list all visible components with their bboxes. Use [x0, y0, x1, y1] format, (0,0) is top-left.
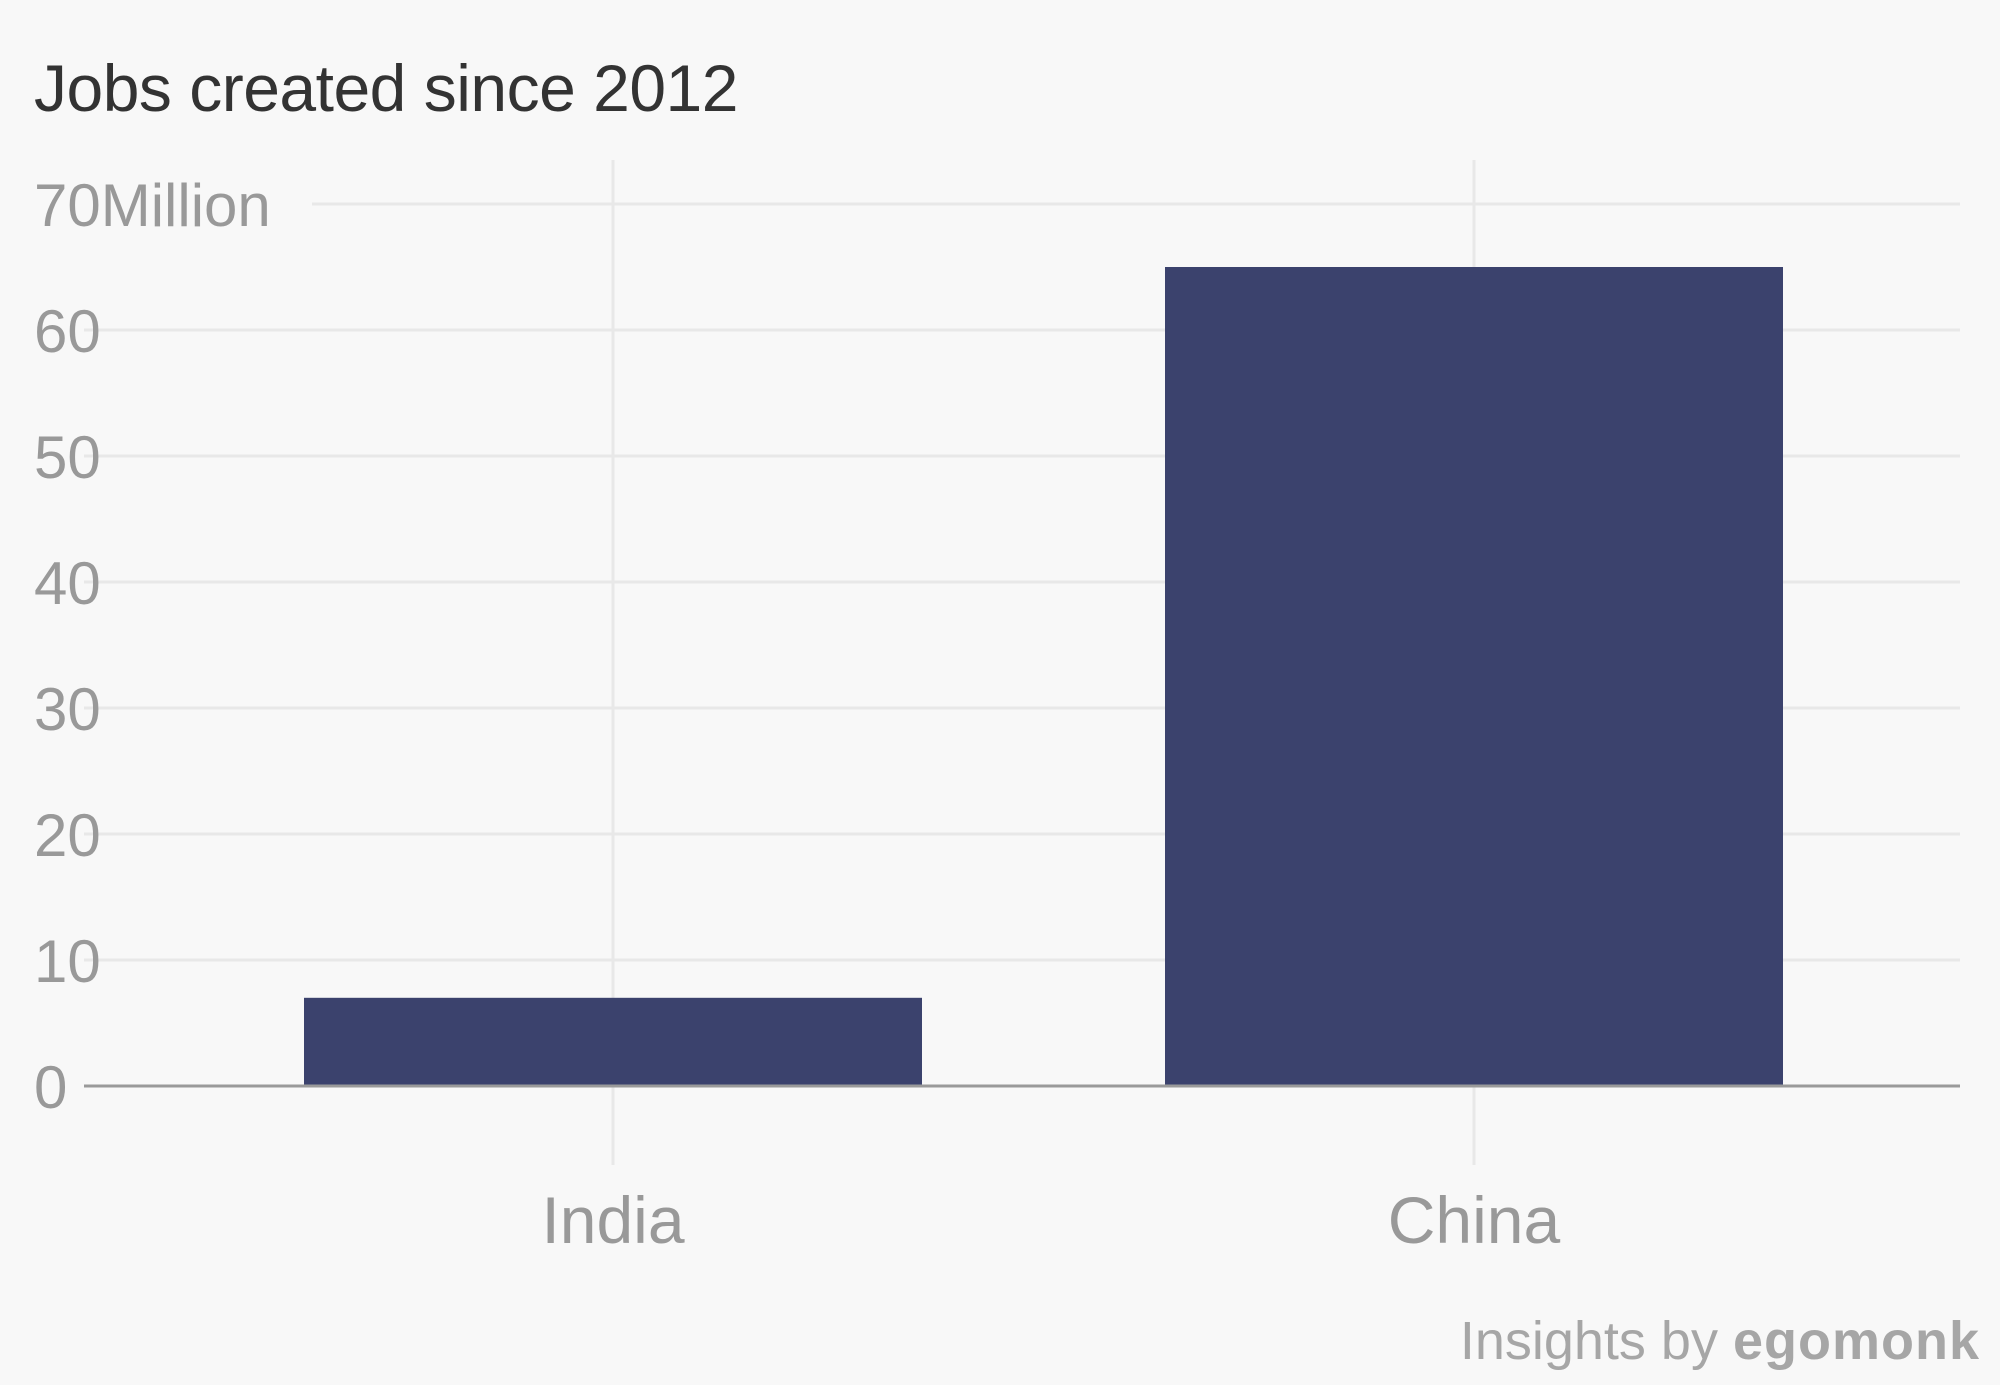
y-tick-label-0: 0 [34, 1054, 67, 1121]
y-tick-label-50: 50 [34, 424, 101, 491]
attribution: Insights by egomonk [1460, 1310, 1980, 1372]
brand-logo-text: egomonk [1732, 1311, 1980, 1371]
y-tick-label-10: 10 [34, 928, 101, 995]
labels: 0 10 20 30 40 50 60 70Million India China [34, 172, 1561, 1257]
x-category-label-china: China [1388, 1183, 1561, 1257]
bar-china [1165, 267, 1783, 1086]
x-category-label-india: India [541, 1183, 684, 1257]
bar-india [304, 997, 922, 1086]
chart-title: Jobs created since 2012 [34, 51, 738, 125]
y-tick-label-60: 60 [34, 298, 101, 365]
bars [304, 267, 1783, 1086]
y-tick-label-20: 20 [34, 802, 101, 869]
attribution-prefix: Insights by [1459, 1311, 1718, 1371]
y-tick-label-70: 70Million [34, 172, 271, 239]
y-tick-label-30: 30 [34, 676, 101, 743]
y-tick-label-40: 40 [34, 550, 101, 617]
